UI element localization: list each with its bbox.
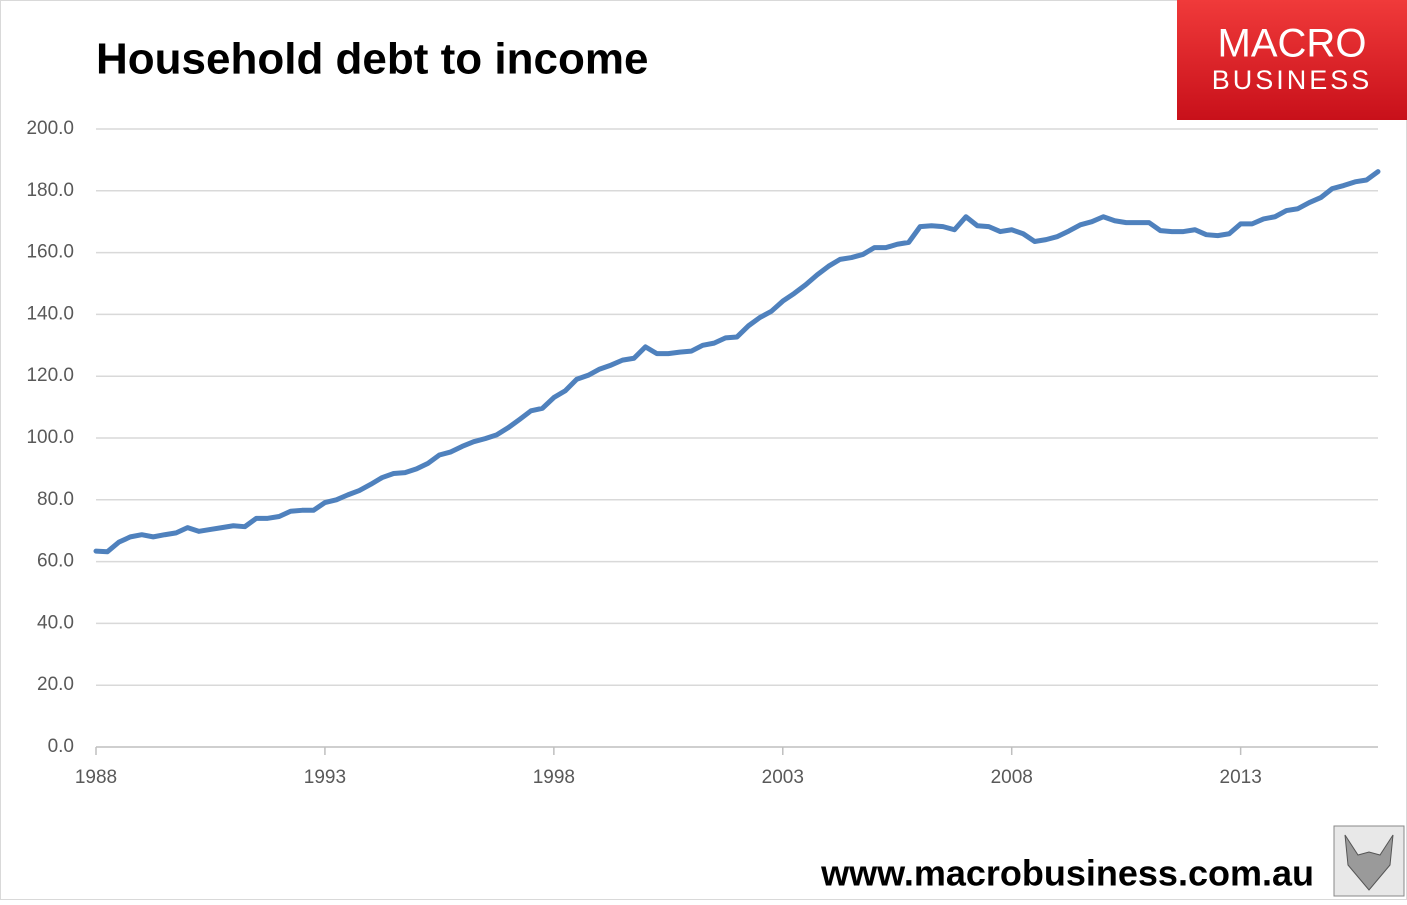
- logo-text: MACRO: [1218, 22, 1367, 66]
- x-tick-label: 2008: [991, 767, 1033, 788]
- x-tick-label: 1988: [75, 767, 117, 788]
- y-tick-label: 60.0: [37, 551, 74, 572]
- logo-text: BUSINESS: [1212, 65, 1373, 95]
- fox-icon-shape: [1344, 834, 1394, 891]
- y-tick-label: 80.0: [37, 489, 74, 510]
- y-tick-label: 140.0: [26, 303, 74, 324]
- y-tick-label: 100.0: [26, 427, 74, 448]
- footer-url: www.macrobusiness.com.au: [820, 853, 1314, 894]
- x-tick-label: 2003: [762, 767, 804, 788]
- y-tick-label: 40.0: [37, 612, 74, 633]
- y-tick-label: 160.0: [26, 242, 74, 263]
- y-tick-label: 20.0: [37, 674, 74, 695]
- chart-title: Household debt to income: [96, 35, 648, 84]
- x-tick-label: 1998: [533, 767, 575, 788]
- y-tick-label: 200.0: [26, 118, 74, 139]
- x-tick-label: 1993: [304, 767, 346, 788]
- y-tick-label: 120.0: [26, 365, 74, 386]
- y-tick-label: 0.0: [48, 736, 74, 757]
- y-tick-label: 180.0: [26, 180, 74, 201]
- plot-area: 0.0 20.0 40.0 60.0 80.0 100.0 120.0 140.0 160.0 1…: [26, 118, 1381, 788]
- logo-box: [1177, 0, 1407, 120]
- data-line: [93, 169, 1381, 555]
- x-tick-label: 2013: [1220, 767, 1262, 788]
